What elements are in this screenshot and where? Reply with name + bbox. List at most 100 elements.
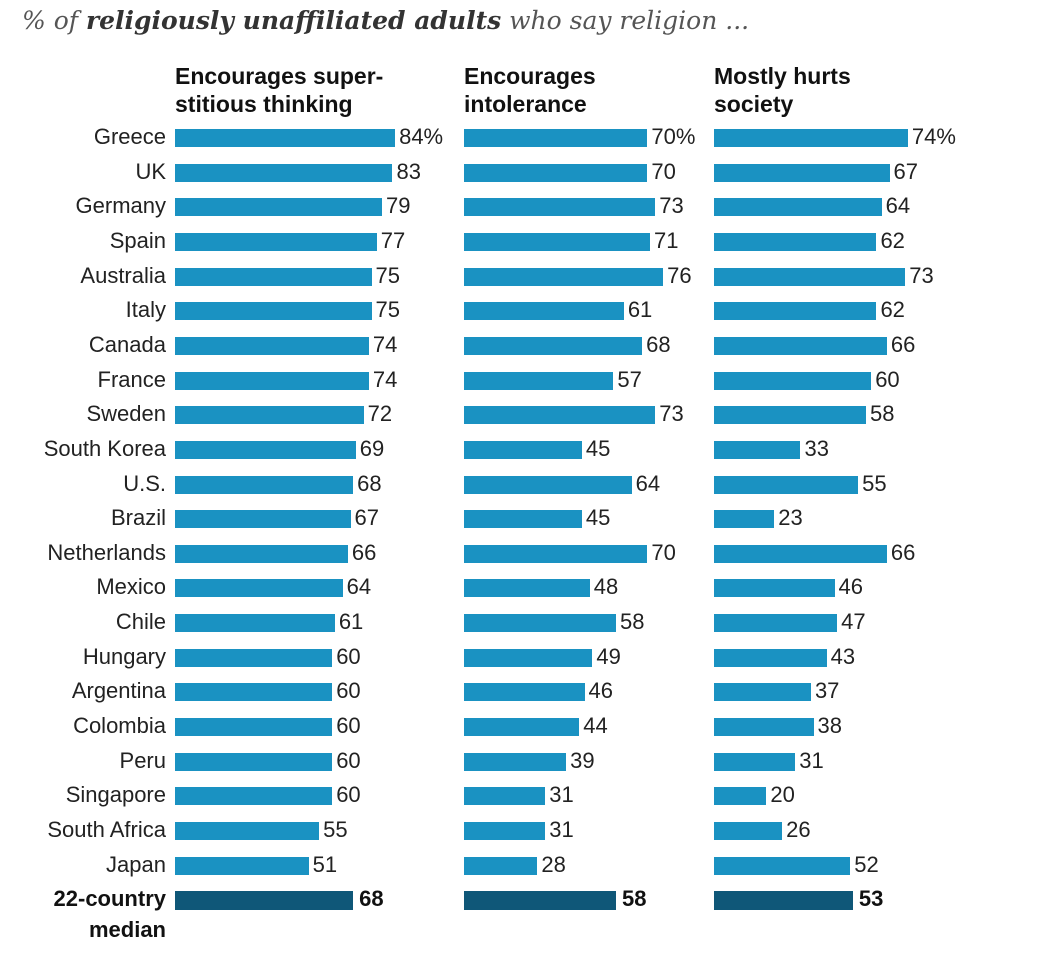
bar <box>175 787 333 806</box>
value-label: 58 <box>619 609 645 635</box>
country-label: Italy <box>125 297 166 323</box>
value-label: 70 <box>651 539 676 565</box>
bar <box>714 371 872 390</box>
subtitle-emphasis: religiously unaffiliated adults <box>85 6 502 35</box>
value-label: 45 <box>585 435 611 461</box>
bar <box>714 336 887 355</box>
value-label: 72 <box>367 401 393 427</box>
value-label: 84% <box>399 124 444 149</box>
bar <box>175 371 369 390</box>
value-label: 51 <box>312 851 338 877</box>
bar <box>714 856 851 875</box>
value-label: 66 <box>890 539 916 565</box>
value-label: 60 <box>336 747 361 773</box>
value-label: 60 <box>336 713 361 739</box>
value-label: 55 <box>862 470 887 496</box>
bar <box>714 406 866 425</box>
bar <box>714 787 767 806</box>
value-label: 76 <box>667 262 692 288</box>
bar <box>714 579 835 598</box>
value-label: 71 <box>654 227 679 253</box>
bar <box>464 579 590 598</box>
column-header-line: society <box>714 91 794 117</box>
bar <box>175 198 382 217</box>
value-label: 46 <box>588 678 613 704</box>
value-label: 26 <box>786 817 811 842</box>
value-label: 73 <box>909 262 934 288</box>
value-label: 73 <box>659 193 684 219</box>
bar <box>175 267 372 286</box>
bar <box>175 752 333 771</box>
value-label: 60 <box>336 678 361 704</box>
bar <box>464 787 546 806</box>
bar <box>175 302 372 321</box>
value-label: 67 <box>893 158 919 184</box>
country-label: South Korea <box>43 435 166 461</box>
bar <box>464 406 656 425</box>
bar <box>464 440 582 459</box>
bar <box>714 163 890 182</box>
median-value-label: 53 <box>858 886 884 912</box>
bar <box>175 718 333 737</box>
bar <box>714 648 827 667</box>
value-label: 47 <box>841 609 866 635</box>
country-label: Chile <box>115 609 166 635</box>
bar <box>714 232 877 251</box>
bar <box>464 336 643 355</box>
value-label: 79 <box>385 193 411 219</box>
bar <box>714 822 783 840</box>
country-label: France <box>97 366 166 392</box>
bar <box>175 614 335 633</box>
value-label: 31 <box>549 817 574 842</box>
bar <box>175 856 309 875</box>
value-label: 61 <box>627 297 653 323</box>
bar <box>175 544 348 563</box>
value-label: 58 <box>869 401 895 427</box>
median-label: 22-country median <box>0 883 166 945</box>
value-label: 75 <box>375 262 400 288</box>
bar <box>175 510 351 529</box>
value-label: 64 <box>635 470 661 496</box>
bar <box>464 267 664 286</box>
value-label: 67 <box>354 505 380 531</box>
bar <box>464 475 632 494</box>
value-label: 69 <box>359 435 385 461</box>
country-label: Singapore <box>65 782 166 808</box>
country-label: Japan <box>106 851 166 877</box>
value-label: 20 <box>770 782 795 808</box>
median-value-label: 58 <box>621 886 647 912</box>
country-label: Colombia <box>73 713 166 739</box>
bar <box>714 198 882 217</box>
median-bar <box>714 890 853 910</box>
value-label: 74% <box>911 124 956 149</box>
bar <box>714 475 859 494</box>
bar <box>175 683 333 702</box>
bar <box>714 267 906 286</box>
value-label: 44 <box>583 713 608 739</box>
value-label: 62 <box>880 227 905 253</box>
value-label: 38 <box>817 713 843 739</box>
bar <box>175 475 354 494</box>
median-value-label: 68 <box>359 886 384 912</box>
bar <box>175 648 333 667</box>
bar <box>714 302 877 321</box>
value-label: 49 <box>596 643 621 669</box>
value-label: 28 <box>541 851 566 877</box>
country-label: Canada <box>88 331 166 357</box>
value-label: 43 <box>830 643 856 669</box>
bar <box>464 856 538 875</box>
bar <box>464 822 546 840</box>
bar <box>464 752 567 771</box>
value-label: 62 <box>880 297 905 323</box>
country-label: Greece <box>93 124 166 149</box>
bar <box>714 510 775 529</box>
bar <box>175 406 364 425</box>
bar <box>714 440 801 459</box>
column-header-line: Encourages <box>464 63 596 89</box>
bar <box>464 302 624 321</box>
country-label: Australia <box>80 262 166 288</box>
subtitle-suffix: who say religion ... <box>501 6 750 35</box>
bar <box>714 683 811 702</box>
value-label: 70% <box>651 124 696 149</box>
value-label: 31 <box>799 747 824 773</box>
